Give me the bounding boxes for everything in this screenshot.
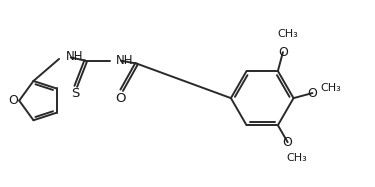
Text: CH₃: CH₃ [320,83,340,93]
Text: CH₃: CH₃ [286,153,307,163]
Text: NH: NH [116,54,134,67]
Text: O: O [308,87,317,99]
Text: O: O [8,94,18,107]
Text: O: O [283,136,292,149]
Text: S: S [72,87,80,100]
Text: NH: NH [66,50,83,63]
Text: O: O [116,92,126,105]
Text: CH₃: CH₃ [278,29,298,39]
Text: O: O [278,46,288,59]
